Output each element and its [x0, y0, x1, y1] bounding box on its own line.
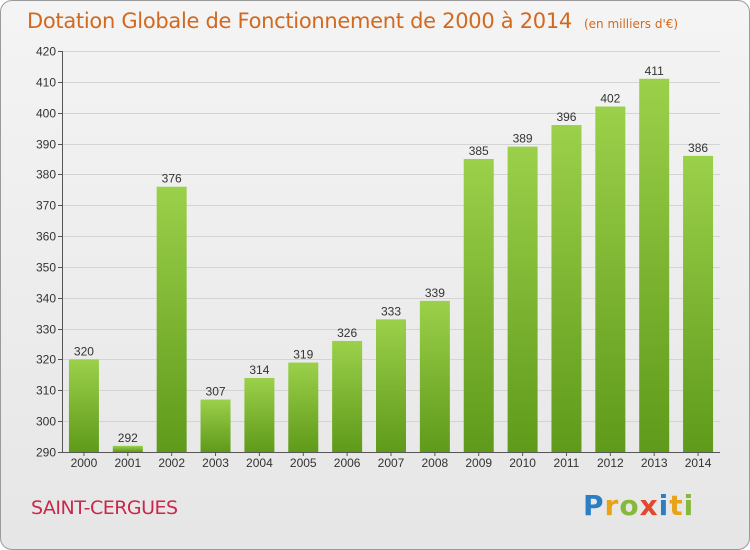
- data-label: 396: [556, 110, 576, 124]
- x-tick-label: 2013: [641, 456, 668, 470]
- y-tick-label: 290: [36, 446, 56, 460]
- x-tick-label: 2007: [378, 456, 405, 470]
- x-tick-label: 2003: [202, 456, 229, 470]
- x-tick-label: 2000: [71, 456, 98, 470]
- x-tick-label: 2009: [465, 456, 492, 470]
- bar-2001: [112, 445, 143, 452]
- y-tick-label: 340: [36, 292, 56, 306]
- data-label: 326: [337, 326, 357, 340]
- y-tick-label: 370: [36, 199, 56, 213]
- bar-2009: [463, 158, 494, 452]
- data-label: 411: [645, 64, 664, 78]
- unit-label: (en milliers d'€): [583, 17, 679, 31]
- bar-2014: [683, 155, 714, 452]
- bar-2006: [332, 340, 363, 452]
- x-tick-label: 2006: [334, 456, 361, 470]
- x-tick-label: 2014: [685, 456, 712, 470]
- data-label: 314: [249, 363, 269, 377]
- data-label: 307: [206, 385, 226, 399]
- data-label: 376: [162, 172, 182, 186]
- bar-2008: [419, 300, 450, 452]
- x-tick-label: 2005: [290, 456, 317, 470]
- data-label: 319: [293, 348, 313, 362]
- bar-2000: [68, 359, 99, 452]
- bar-2011: [551, 125, 582, 453]
- x-tick-label: 2001: [114, 456, 141, 470]
- bar-2005: [288, 362, 319, 452]
- data-label: 292: [118, 431, 138, 445]
- data-label: 402: [600, 92, 620, 106]
- title-text: Dotation Globale de Fonctionnement de 20…: [27, 9, 572, 33]
- y-tick-label: 400: [36, 107, 56, 121]
- y-tick-label: 390: [36, 138, 56, 152]
- labels: 290 300 310 320 330 340 350 360 370 380 390 400 410 4…: [36, 45, 712, 471]
- bar-2007: [376, 319, 406, 452]
- proxiti-logo: Proxiti: [583, 489, 695, 522]
- data-label: 339: [425, 286, 445, 300]
- y-tick-label: 410: [36, 76, 56, 90]
- x-tick-label: 2002: [158, 456, 185, 470]
- y-tick-label: 380: [36, 168, 56, 182]
- x-tick-label: 2008: [422, 456, 449, 470]
- bar-2013: [639, 78, 670, 452]
- y-tick-label: 420: [36, 45, 56, 59]
- x-tick-label: 2004: [246, 456, 273, 470]
- y-tick-label: 350: [36, 261, 56, 275]
- bar-2012: [595, 106, 626, 453]
- axes: [58, 51, 720, 456]
- y-tick-label: 360: [36, 230, 56, 244]
- y-tick-label: 320: [36, 353, 56, 367]
- data-label: 333: [381, 304, 401, 318]
- bar-2002: [156, 186, 187, 452]
- data-label: 320: [74, 344, 94, 358]
- x-tick-label: 2011: [554, 456, 580, 470]
- chart-title: Dotation Globale de Fonctionnement de 20…: [27, 9, 678, 33]
- y-tick-label: 330: [36, 323, 56, 337]
- bar-2010: [507, 146, 538, 452]
- bars: [68, 78, 714, 453]
- city-name: SAINT-CERGUES: [31, 497, 178, 519]
- y-tick-label: 300: [36, 415, 56, 429]
- data-label: 386: [688, 141, 708, 155]
- bar-2003: [200, 399, 231, 452]
- x-tick-label: 2012: [597, 456, 624, 470]
- x-tick-label: 2010: [509, 456, 536, 470]
- data-label: 389: [513, 132, 533, 146]
- bar-2004: [244, 377, 275, 452]
- y-tick-label: 310: [36, 384, 56, 398]
- data-label: 385: [469, 144, 489, 158]
